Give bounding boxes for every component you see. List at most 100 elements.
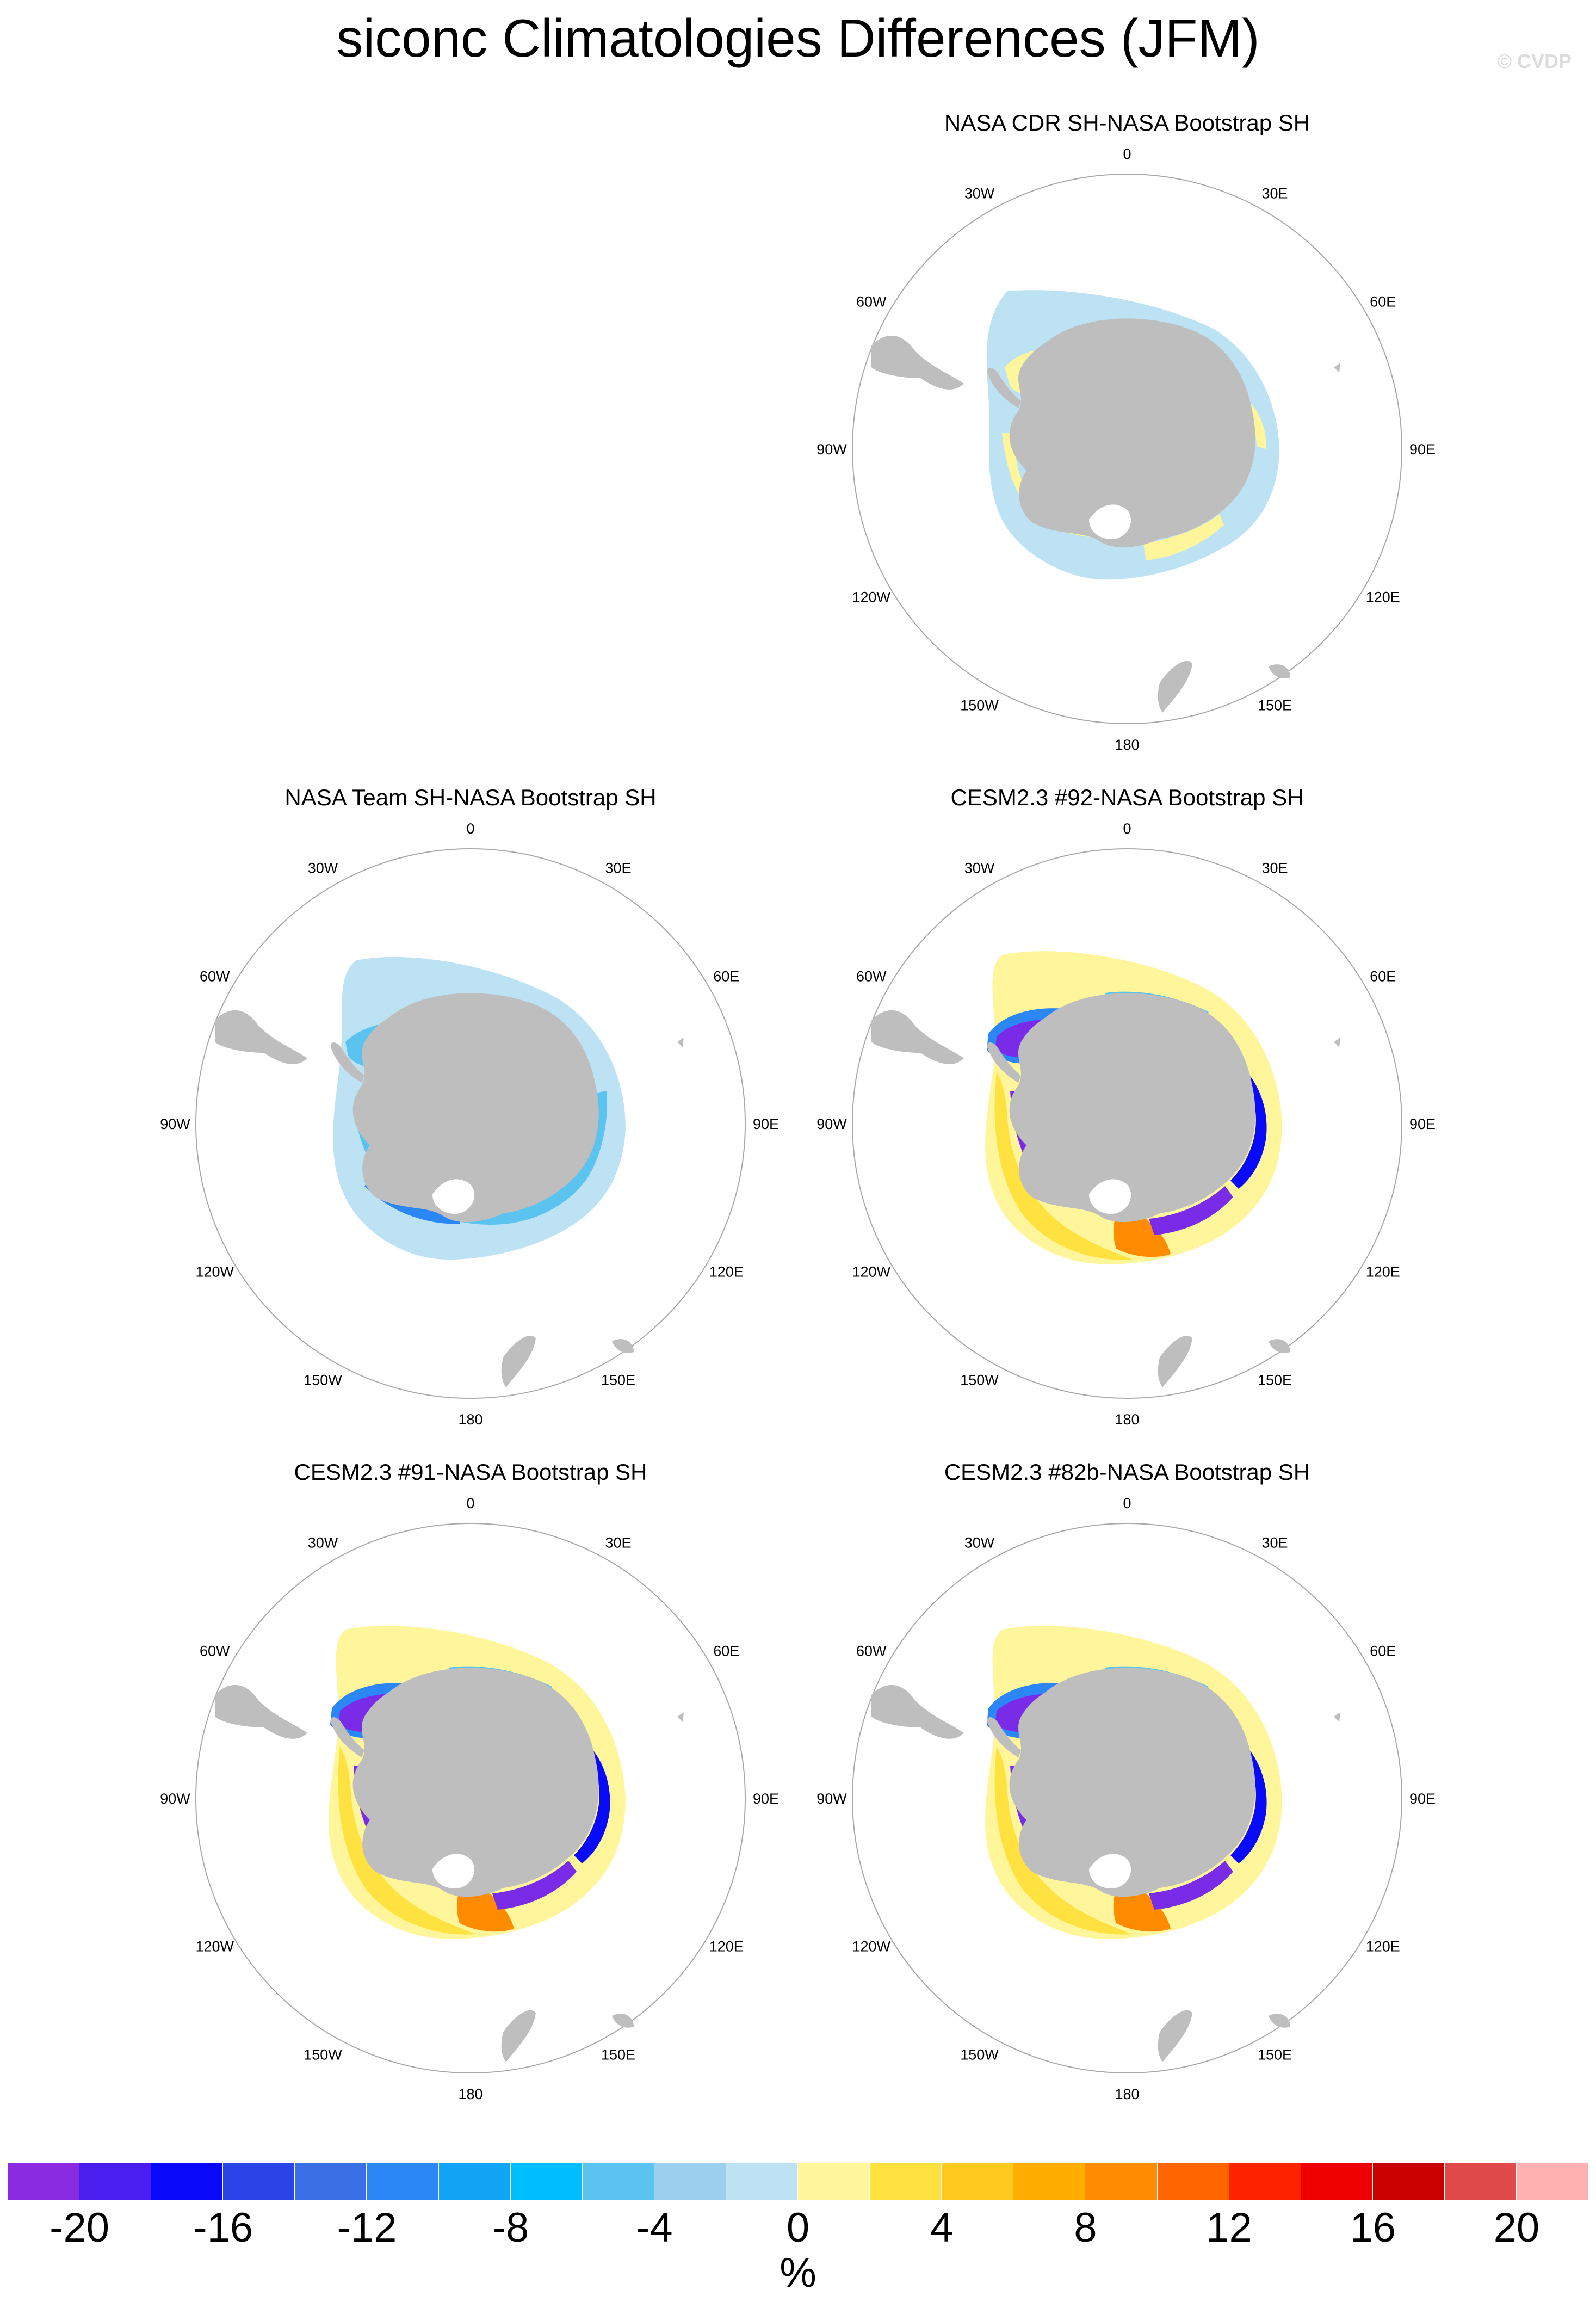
- watermark: © CVDP: [1497, 50, 1572, 72]
- longitude-label: 120E: [709, 1939, 744, 1955]
- difference-field: [871, 951, 1340, 1387]
- longitude-label: 90E: [1409, 1791, 1436, 1807]
- kerguelen-island: [1334, 1038, 1340, 1047]
- longitude-label: 60E: [1370, 294, 1396, 310]
- longitude-label: 30E: [605, 860, 631, 877]
- longitude-label: 60W: [200, 968, 230, 985]
- colorbar-box: [510, 2163, 583, 2200]
- panel-title: NASA Team SH-NASA Bootstrap SH: [284, 785, 657, 810]
- colorbar-box: [438, 2163, 511, 2200]
- colorbar-tick-label: 8: [1074, 2205, 1097, 2251]
- ross-ice-shelf: [1089, 504, 1131, 539]
- new-zealand-landmass: [501, 2010, 536, 2062]
- polar-map: 0 30E 60E 90E 120E 150E 180 150W 120W 90W 60W 30W: [160, 1495, 779, 2102]
- polar-map: 0 30E 60E 90E 120E 150E 180 150W 120W 90W 60W 30W: [160, 820, 779, 1428]
- colorbar-box: [1085, 2163, 1158, 2200]
- longitude-label: 60W: [856, 294, 887, 310]
- antarctica-landmass: [352, 993, 599, 1223]
- colorbar-tick-label: -4: [636, 2205, 673, 2251]
- south-america-landmass: [871, 1010, 964, 1064]
- longitude-label: 30E: [1261, 1535, 1288, 1551]
- longitude-label: 60W: [200, 1643, 230, 1659]
- colorbar-box: [1516, 2163, 1589, 2200]
- longitude-label: 120W: [852, 1264, 890, 1280]
- panel-title: NASA CDR SH-NASA Bootstrap SH: [944, 110, 1310, 135]
- colorbar-box: [1229, 2163, 1301, 2200]
- map-boundary-circle: [852, 848, 1402, 1399]
- kerguelen-island: [677, 1712, 684, 1722]
- antarctica-landmass: [1009, 993, 1255, 1223]
- longitude-label: 60E: [713, 1643, 739, 1659]
- tasmania-landmass: [612, 1339, 634, 1353]
- longitude-label: 0: [1123, 1495, 1131, 1511]
- sea-ice-difference-negative: [574, 1744, 610, 1863]
- longitude-label: 60E: [1370, 968, 1396, 985]
- longitude-label: 90E: [1409, 1116, 1436, 1132]
- longitude-label: 150E: [601, 2046, 635, 2063]
- colorbar-tick-label: -16: [193, 2205, 253, 2251]
- colorbar-tick-label: -8: [492, 2205, 529, 2251]
- map-panel: CESM2.3 #91-NASA Bootstrap SH 0 30E 60E 90E 1…: [103, 1458, 838, 2111]
- difference-field: [215, 1626, 684, 2062]
- antarctica-landmass: [1009, 318, 1255, 548]
- panel-title: CESM2.3 #82b-NASA Bootstrap SH: [944, 1459, 1310, 1485]
- longitude-label: 30E: [1261, 186, 1288, 202]
- colorbar-tick-label: 0: [786, 2205, 810, 2251]
- colorbar-tick-label: -12: [337, 2205, 397, 2251]
- longitude-label: 120W: [852, 1939, 890, 1955]
- new-zealand-landmass: [1158, 1335, 1192, 1387]
- difference-field: [215, 956, 684, 1387]
- colorbar-box: [726, 2163, 799, 2200]
- longitude-label: 60E: [1370, 1643, 1396, 1659]
- panel-title: CESM2.3 #92-NASA Bootstrap SH: [950, 785, 1304, 810]
- longitude-label: 30W: [964, 1535, 995, 1551]
- longitude-label: 120E: [1366, 589, 1400, 606]
- panel-title: CESM2.3 #91-NASA Bootstrap SH: [294, 1459, 647, 1485]
- longitude-label: 150W: [960, 2046, 999, 2063]
- map-boundary-circle: [195, 848, 746, 1399]
- colorbar-box: [870, 2163, 942, 2200]
- longitude-label: 180: [458, 2086, 482, 2102]
- sea-ice-difference-negative: [492, 1861, 577, 1910]
- sea-ice-difference-negative: [1230, 1744, 1267, 1863]
- colorbar-box: [654, 2163, 726, 2200]
- new-zealand-landmass: [1158, 2010, 1192, 2062]
- colorbar-box: [79, 2163, 152, 2200]
- colorbar-box: [151, 2163, 224, 2200]
- colorbar: [8, 2163, 1589, 2200]
- longitude-label: 150W: [960, 697, 999, 713]
- polar-map: 0 30E 60E 90E 120E 150E 180 150W 120W 90W 60W 30W: [816, 146, 1436, 753]
- longitude-label: 90W: [160, 1791, 190, 1807]
- longitude-label: 120E: [1366, 1264, 1400, 1280]
- map-panel: NASA Team SH-NASA Bootstrap SH 0 30E 60E 90E…: [103, 783, 838, 1436]
- colorbar-box: [582, 2163, 654, 2200]
- longitude-label: 90W: [816, 441, 847, 458]
- map-panel: CESM2.3 #92-NASA Bootstrap SH 0 30E 60E 90E 1…: [760, 783, 1494, 1436]
- longitude-label: 30W: [964, 186, 995, 202]
- longitude-label: 30E: [605, 1535, 631, 1551]
- longitude-label: 90W: [160, 1116, 190, 1132]
- map-boundary-circle: [195, 1523, 746, 2073]
- sea-ice-difference-negative: [1149, 1861, 1233, 1910]
- longitude-label: 30E: [1261, 860, 1288, 877]
- longitude-label: 180: [458, 1411, 482, 1428]
- map-boundary-circle: [852, 174, 1402, 724]
- longitude-label: 0: [1123, 146, 1131, 162]
- kerguelen-island: [1334, 363, 1340, 373]
- tasmania-landmass: [1269, 664, 1290, 678]
- polar-map: 0 30E 60E 90E 120E 150E 180 150W 120W 90W 60W 30W: [816, 1495, 1436, 2102]
- antarctic-peninsula: [330, 1042, 364, 1083]
- kerguelen-island: [1334, 1712, 1340, 1722]
- ross-ice-shelf: [432, 1854, 475, 1888]
- colorbar-box: [1372, 2163, 1445, 2200]
- colorbar-tick-label: 12: [1206, 2205, 1252, 2251]
- longitude-label: 150W: [304, 2046, 342, 2063]
- difference-field: [871, 1626, 1340, 2062]
- longitude-label: 180: [1115, 737, 1139, 753]
- colorbar-box: [1301, 2163, 1373, 2200]
- antarctic-peninsula: [987, 1042, 1021, 1083]
- south-america-landmass: [215, 1010, 307, 1064]
- colorbar-box: [295, 2163, 367, 2200]
- longitude-label: 30W: [308, 860, 338, 877]
- longitude-label: 0: [466, 1495, 474, 1511]
